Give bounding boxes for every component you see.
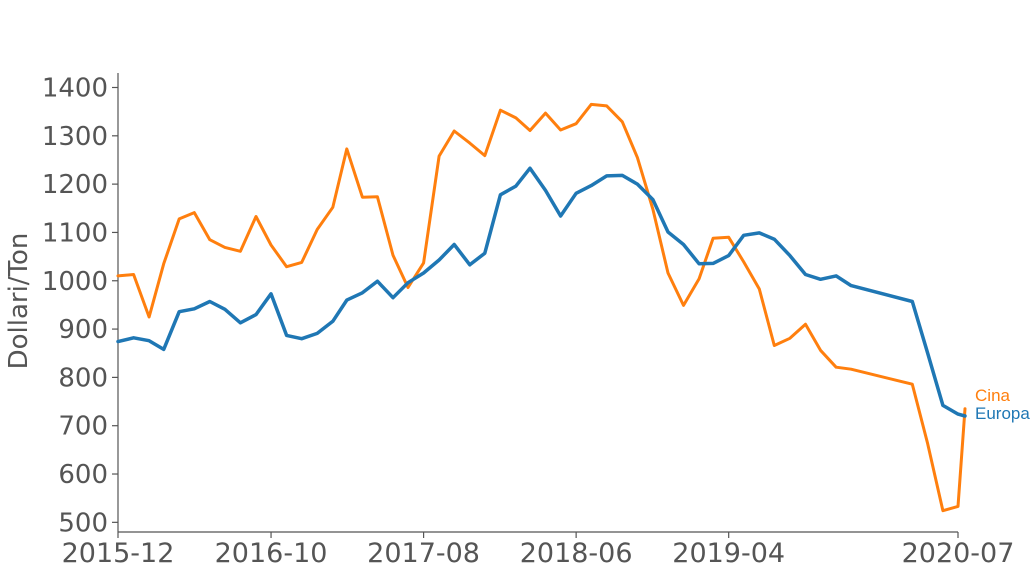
y-tick-label: 1100 — [42, 218, 108, 248]
y-axis: 500 600 700 800 900 1000 1100 1200 1300 1400 — [42, 73, 119, 538]
y-tick-label: 600 — [58, 460, 108, 490]
x-tick-label: 2020-07 — [902, 538, 1015, 569]
y-tick-label: 1300 — [42, 122, 108, 152]
x-tick-label: 2015-12 — [62, 538, 175, 569]
y-tick-group: 500 600 700 800 900 1000 1100 1200 1300 1400 — [42, 73, 118, 538]
series-label-cina: Cina — [975, 386, 1011, 405]
x-tick-label: 2018-06 — [520, 538, 633, 569]
y-tick-label: 1200 — [42, 170, 108, 200]
x-tick-label: 2019-04 — [672, 538, 785, 569]
y-tick-label: 1000 — [42, 267, 108, 297]
series-label-europa: Europa — [975, 404, 1030, 423]
y-tick-label: 1400 — [42, 73, 108, 103]
y-tick-label: 500 — [58, 508, 108, 538]
y-tick-label: 700 — [58, 412, 108, 442]
series-layer — [116, 102, 967, 513]
series-line-cina — [116, 102, 967, 513]
x-tick-group: 2015-12 2016-10 2017-08 2018-06 2019-04 2020-… — [62, 532, 1015, 569]
x-axis: 2015-12 2016-10 2017-08 2018-06 2019-04 2020-… — [62, 531, 1015, 569]
y-tick-label: 900 — [58, 315, 108, 345]
series-line-europa — [116, 166, 967, 418]
y-tick-label: 800 — [58, 363, 108, 393]
x-tick-label: 2016-10 — [215, 538, 328, 569]
x-tick-label: 2017-08 — [367, 538, 480, 569]
y-axis-title: Dollari/Ton — [4, 233, 34, 370]
